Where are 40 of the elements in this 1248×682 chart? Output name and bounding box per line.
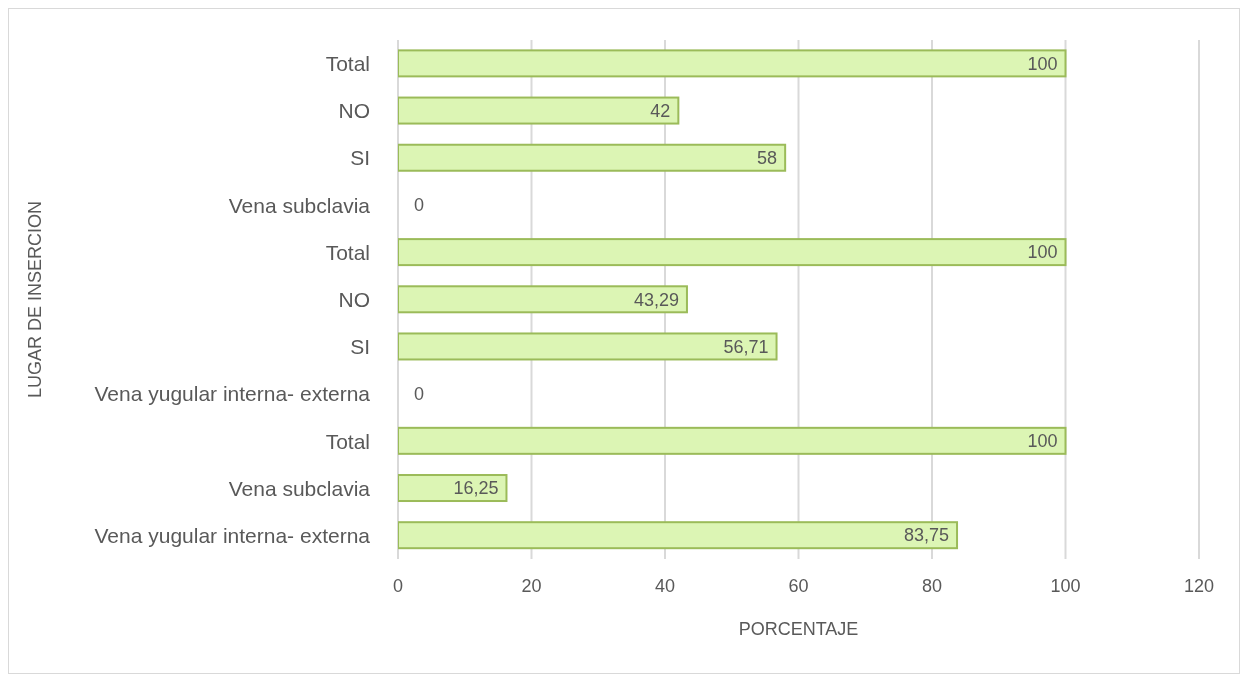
bar bbox=[398, 521, 959, 550]
y-tick-label: Vena yugular interna- externa bbox=[94, 523, 371, 547]
data-label: 16,25 bbox=[453, 478, 499, 499]
x-tick-label: 100 bbox=[1050, 575, 1081, 596]
x-tick-label: 60 bbox=[788, 575, 809, 596]
data-label: 0 bbox=[414, 195, 425, 216]
y-tick-label: SI bbox=[350, 335, 370, 359]
y-tick-label: Total bbox=[325, 52, 370, 76]
data-label: 42 bbox=[650, 100, 671, 121]
x-tick-label: 120 bbox=[1183, 575, 1215, 596]
data-label: 0 bbox=[414, 383, 425, 404]
x-tick-label: 40 bbox=[654, 575, 676, 596]
y-tick-label: Total bbox=[325, 240, 370, 264]
y-tick-label: NO bbox=[338, 99, 370, 123]
bar bbox=[398, 332, 778, 361]
y-tick-label: NO bbox=[338, 287, 370, 311]
y-tick-label: SI bbox=[350, 146, 370, 170]
x-tick-label: 20 bbox=[521, 575, 542, 596]
y-tick-label: Vena yugular interna- externa bbox=[94, 382, 371, 406]
data-label: 83,75 bbox=[903, 525, 950, 546]
data-label: 100 bbox=[1027, 431, 1058, 452]
x-axis-title: PORCENTAJE bbox=[738, 619, 859, 639]
data-label: 100 bbox=[1027, 242, 1058, 263]
x-tick-label: 80 bbox=[921, 575, 943, 596]
data-label: 43,29 bbox=[633, 289, 679, 310]
bar bbox=[398, 49, 1067, 78]
data-label: 58 bbox=[757, 148, 778, 169]
bar bbox=[398, 96, 680, 125]
y-axis-title: LUGAR DE INSERCION bbox=[25, 200, 46, 399]
bar bbox=[398, 474, 508, 503]
bar bbox=[398, 238, 1067, 267]
y-tick-label: Vena subclavia bbox=[228, 193, 371, 217]
y-tick-label: Vena subclavia bbox=[228, 476, 371, 500]
bar bbox=[398, 426, 1067, 455]
bar bbox=[398, 143, 787, 172]
data-label: 100 bbox=[1027, 53, 1058, 74]
x-tick-label: 0 bbox=[392, 575, 404, 596]
y-tick-label: Total bbox=[325, 429, 370, 453]
bar bbox=[398, 285, 688, 314]
data-label: 56,71 bbox=[723, 336, 769, 357]
